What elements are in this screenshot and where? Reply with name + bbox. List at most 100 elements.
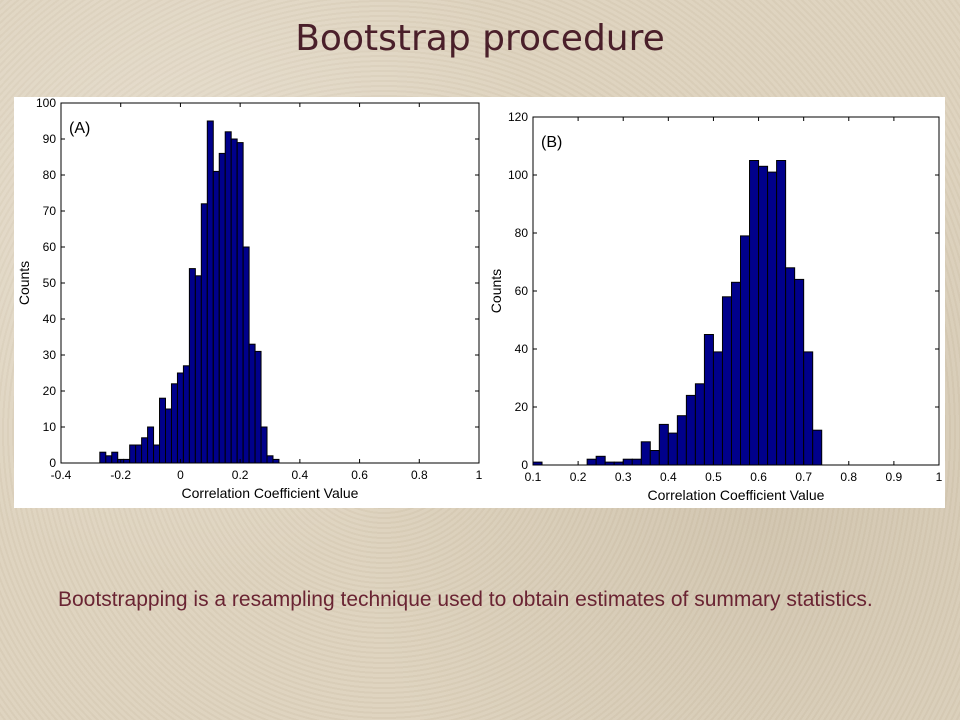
y-tick-label-a: 80 [43, 168, 57, 182]
histogram-bar-b [812, 429, 823, 466]
histogram-bar-a [182, 365, 190, 464]
x-tick-label-b: 0.9 [886, 470, 903, 484]
histogram-figure-svg: -0.4 -0.2 0 0.2 0.4 0.6 0.8 1010203040506070809… [16, 97, 943, 503]
histogram-bar-a [159, 397, 166, 464]
histogram-figure: -0.4 -0.2 0 0.2 0.4 0.6 0.8 1 0 10 20 30 40 50 60 70 80 9… [14, 97, 945, 508]
y-tick-label-a: 20 [43, 384, 57, 398]
y-tick-label-a: 40 [43, 312, 57, 326]
y-tick-label-a: 0 [49, 456, 56, 470]
histogram-bar-b [649, 450, 660, 466]
y-tick-label-a: 100 [36, 97, 56, 110]
x-tick-label-b: 0.2 [570, 470, 587, 484]
histogram-bar-a [135, 444, 143, 464]
y-tick-label-b: 20 [515, 400, 529, 414]
histogram-bar-b [703, 334, 714, 466]
x-tick-label-b: 0.6 [750, 470, 767, 484]
histogram-bar-b [730, 281, 742, 466]
y-tick-label-a: 90 [43, 132, 57, 146]
y-axis-label-b: Counts [488, 269, 504, 313]
panel-label-a: (A) [69, 120, 90, 137]
x-axis-label-a: Correlation Coefficient Value [182, 485, 359, 501]
histogram-bar-b [622, 458, 633, 466]
histogram-bar-a [176, 372, 184, 464]
histogram-bar-a [194, 275, 202, 464]
histogram-bar-a [200, 203, 208, 464]
histogram-bar-a [242, 246, 250, 464]
histogram-bar-a [212, 170, 220, 464]
slide-caption: Bootstrapping is a resampling technique … [58, 588, 873, 611]
histogram-bar-b [694, 383, 705, 466]
histogram-bar-a [248, 343, 256, 464]
y-tick-label-b: 60 [515, 284, 529, 298]
histogram-bar-a [230, 138, 238, 464]
histogram-bar-a [165, 408, 172, 464]
histogram-bar-b [613, 461, 624, 466]
histogram-bar-b [721, 296, 732, 466]
y-tick-label-a: 60 [43, 240, 57, 254]
histogram-bar-a [129, 444, 137, 464]
histogram-bar-b [758, 165, 769, 466]
histogram-bar-b [685, 394, 696, 466]
histogram-bar-a [153, 444, 161, 464]
x-tick-label-a: 0.6 [351, 468, 368, 482]
histogram-bar-b [776, 160, 787, 466]
x-tick-label-b: 0.5 [705, 470, 722, 484]
x-tick-label-a: 0.2 [232, 468, 249, 482]
histogram-bar-a [272, 458, 280, 464]
histogram-bar-a [236, 142, 244, 464]
y-tick-label-a: 30 [43, 348, 57, 362]
histogram-bar-b [794, 278, 805, 466]
x-tick-label-b: 0.7 [795, 470, 812, 484]
x-tick-label-a: 1 [476, 468, 483, 482]
histogram-bar-a [254, 350, 262, 464]
histogram-bar-b [586, 458, 597, 466]
histogram-bar-b [658, 423, 669, 466]
histogram-bar-a [111, 451, 119, 464]
y-tick-label-b: 0 [521, 458, 528, 472]
histogram-bar-b [595, 455, 606, 466]
x-tick-label-b: 0.4 [660, 470, 677, 484]
histogram-bar-a [123, 458, 131, 464]
x-axis-label-b: Correlation Coefficient Value [648, 487, 825, 503]
histogram-bar-b [631, 458, 642, 466]
x-tick-label-a: -0.2 [110, 468, 131, 482]
histogram-bar-a [224, 131, 232, 464]
histogram-bar-b [785, 267, 796, 466]
histogram-bar-a [266, 455, 274, 464]
histogram-bar-a [141, 437, 149, 464]
x-tick-label-b: 1 [936, 470, 943, 484]
x-tick-label-b: 0.3 [615, 470, 632, 484]
plot-area-a [60, 102, 480, 464]
histogram-bar-b [767, 171, 778, 466]
histogram-bar-a [218, 152, 226, 464]
y-tick-label-b: 40 [515, 342, 529, 356]
histogram-bar-a [206, 120, 214, 464]
y-tick-label-b: 120 [508, 110, 528, 124]
histogram-bar-b [640, 441, 651, 466]
histogram-bar-a [147, 426, 155, 464]
histogram-bar-a [188, 268, 196, 464]
histogram-bar-a [99, 451, 107, 464]
histogram-bar-a [105, 455, 113, 464]
x-tick-label-b: 0.8 [840, 470, 857, 484]
y-axis-label-a: Counts [16, 261, 32, 305]
x-tick-label-a: 0.4 [292, 468, 309, 482]
histogram-bar-b [604, 461, 615, 466]
histogram-bar-b [740, 235, 751, 466]
panel-label-b: (B) [541, 134, 562, 151]
histogram-bar-a [260, 426, 268, 464]
y-tick-label-a: 10 [43, 420, 57, 434]
histogram-bar-b [712, 351, 723, 466]
histogram-bar-b [749, 160, 760, 466]
x-tick-label-a: 0 [177, 468, 184, 482]
histogram-bar-b [667, 432, 678, 466]
x-tick-label-a: 0.8 [411, 468, 428, 482]
histogram-panel-b: 0.1 0.2 0.3 0.4 0.5 0.6 0.7 0.8 0.9 1 0 20 40 60 80 100… [488, 110, 943, 503]
x-tick-label-b: 0.1 [525, 470, 542, 484]
histogram-panel-a: -0.4 -0.2 0 0.2 0.4 0.6 0.8 1010203040506070809… [16, 97, 483, 501]
histogram-bar-b [676, 415, 687, 466]
y-tick-label-b: 80 [515, 226, 529, 240]
slide-title: Bootstrap procedure [295, 18, 665, 59]
y-tick-label-a: 70 [43, 204, 57, 218]
histogram-bar-a [170, 383, 178, 464]
